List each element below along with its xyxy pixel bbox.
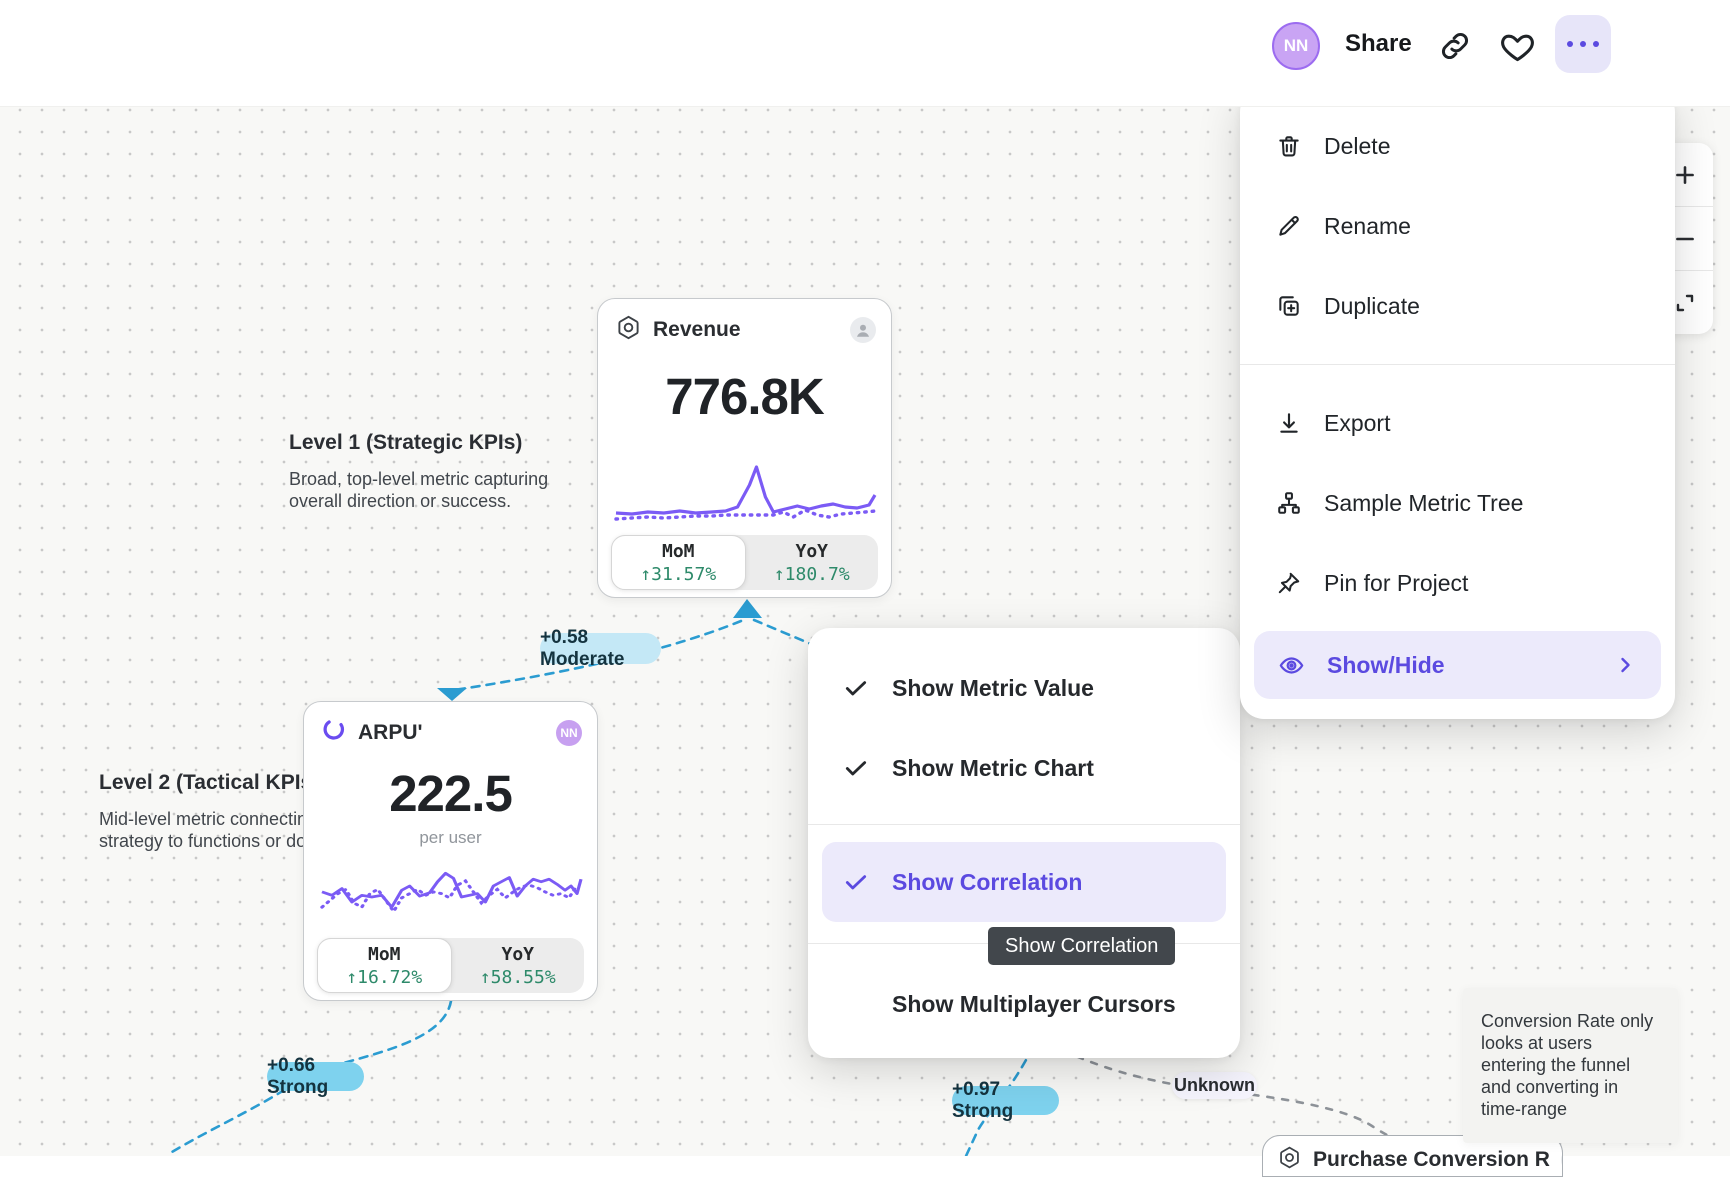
hexagon-badge-icon	[1277, 1145, 1302, 1175]
menu-item-label: Rename	[1324, 212, 1411, 239]
submenu-item-label: Show Metric Chart	[892, 754, 1094, 781]
zoom-out-button[interactable]	[1657, 206, 1713, 270]
favorite-button[interactable]	[1495, 24, 1539, 68]
card-title: Purchase Conversion R	[1313, 1148, 1550, 1171]
menu-item-duplicate[interactable]: Duplicate	[1240, 266, 1675, 346]
annotation-level1-desc: Broad, top-level metric capturing overal…	[289, 469, 549, 511]
tree-icon	[1278, 492, 1300, 514]
sparkline-current-series	[615, 465, 877, 516]
download-icon	[1280, 413, 1298, 433]
menu-item-show-hide[interactable]: Show/Hide	[1254, 631, 1661, 699]
submenu-item-label: Show Metric Value	[892, 674, 1094, 701]
hexagon-badge-icon	[615, 314, 642, 346]
submenu-item-show-correlation[interactable]: Show Correlation	[822, 842, 1226, 922]
comparison-tabs: MoM ↑31.57% YoY ↑180.7%	[611, 535, 878, 590]
eye-icon	[1279, 656, 1304, 674]
menu-divider	[1240, 364, 1675, 365]
menu-item-pin-for-project[interactable]: Pin for Project	[1240, 543, 1675, 623]
menu-item-label: Show/Hide	[1327, 651, 1445, 678]
chevron-right-icon	[1621, 657, 1630, 673]
check-icon	[842, 675, 870, 701]
tab-yoy[interactable]: YoY ↑58.55%	[479, 943, 556, 988]
minus-icon	[1676, 237, 1694, 240]
top-toolbar: NN Share	[0, 0, 1730, 107]
menu-item-label: Duplicate	[1324, 292, 1420, 319]
note-text: Conversion Rate only looks at users ente…	[1481, 1011, 1654, 1119]
tab-yoy[interactable]: YoY ↑180.7%	[773, 540, 850, 585]
sparkline-current-series	[321, 871, 583, 909]
correlation-badge-strong-097: +0.97 Strong	[952, 1079, 1059, 1122]
revenue-sparkline-chart	[614, 465, 877, 521]
copy-link-button[interactable]	[1433, 24, 1477, 68]
collaborator-avatar-icon	[1560, 1147, 1562, 1173]
menu-item-label: Sample Metric Tree	[1324, 489, 1524, 516]
annotation-level2: Level 2 (Tactical KPIs Mid-level metric …	[99, 771, 339, 852]
card-title: Revenue	[653, 318, 741, 341]
share-button[interactable]: Share	[1345, 30, 1412, 57]
annotation-level1: Level 1 (Strategic KPIs) Broad, top-leve…	[289, 431, 549, 512]
pencil-icon	[1279, 216, 1299, 236]
submenu-item-show-metric-chart[interactable]: Show Metric Chart	[808, 728, 1240, 808]
check-icon	[842, 755, 870, 781]
collaborator-avatar-icon	[850, 317, 876, 343]
trash-icon	[1279, 136, 1299, 157]
show-correlation-tooltip: Show Correlation	[988, 927, 1176, 965]
note-card[interactable]: Conversion Rate only looks at users ente…	[1463, 988, 1678, 1143]
more-options-button[interactable]	[1555, 15, 1611, 73]
fit-view-button[interactable]	[1657, 270, 1713, 334]
menu-item-label: Export	[1324, 409, 1391, 436]
correlation-badge-unknown: Unknown	[1172, 1072, 1257, 1099]
menu-item-export[interactable]: Export	[1240, 383, 1675, 463]
kpi-value: 776.8K	[665, 368, 824, 425]
menu-divider	[808, 824, 1240, 825]
annotation-level2-desc: Mid-level metric connecting strategy to …	[99, 809, 332, 851]
submenu-item-show-metric-value[interactable]: Show Metric Value	[808, 648, 1240, 728]
comparison-tabs: MoM ↑16.72% YoY ↑58.55%	[317, 938, 584, 993]
metric-card-revenue[interactable]: Revenue 776.8K MoM ↑31.57% YoY ↑180.7%	[597, 298, 892, 598]
sparkline-previous-series	[614, 508, 877, 521]
link-icon	[1442, 33, 1468, 59]
card-title: ARPU'	[358, 720, 423, 744]
metric-card-arpu[interactable]: ARPU' NN 222.5 per user MoM ↑16.72% YoY …	[303, 701, 598, 1001]
menu-item-rename[interactable]: Rename	[1240, 186, 1675, 266]
kpi-unit: per user	[419, 828, 482, 847]
show-hide-submenu: Show Metric Value Show Metric Chart Show…	[808, 628, 1240, 1058]
annotation-level1-title: Level 1 (Strategic KPIs)	[289, 431, 523, 454]
fit-view-icon	[1676, 294, 1694, 311]
submenu-item-label: Show Multiplayer Cursors	[892, 990, 1176, 1017]
kpi-value: 222.5	[389, 765, 513, 822]
more-options-menu: Delete Rename Duplicate Export Sample Me…	[1240, 88, 1675, 719]
menu-item-label: Delete	[1324, 132, 1391, 159]
zoom-in-button[interactable]	[1657, 143, 1713, 206]
check-icon	[842, 869, 870, 895]
correlation-badge-strong-066: +0.66 Strong	[267, 1055, 364, 1098]
submenu-item-show-multiplayer-cursors[interactable]: Show Multiplayer Cursors	[808, 964, 1240, 1044]
heart-icon	[1500, 34, 1534, 61]
tab-mom[interactable]: MoM ↑31.57%	[611, 535, 746, 590]
annotation-level2-title: Level 2 (Tactical KPIs	[99, 771, 313, 794]
arc-loader-icon	[321, 717, 347, 748]
menu-item-sample-metric-tree[interactable]: Sample Metric Tree	[1240, 463, 1675, 543]
submenu-item-label: Show Correlation	[892, 868, 1083, 895]
pin-icon	[1278, 572, 1300, 594]
duplicate-icon	[1279, 296, 1299, 316]
more-options-icon	[1567, 41, 1573, 47]
collaborator-avatar: NN	[556, 719, 582, 746]
arpu-sparkline-chart	[320, 871, 583, 915]
user-avatar[interactable]: NN	[1272, 22, 1320, 70]
menu-item-delete[interactable]: Delete	[1240, 106, 1675, 186]
menu-item-label: Pin for Project	[1324, 569, 1469, 596]
plus-icon	[1676, 165, 1694, 184]
correlation-badge-moderate: +0.58 Moderate	[540, 627, 661, 670]
tab-mom[interactable]: MoM ↑16.72%	[317, 938, 452, 993]
